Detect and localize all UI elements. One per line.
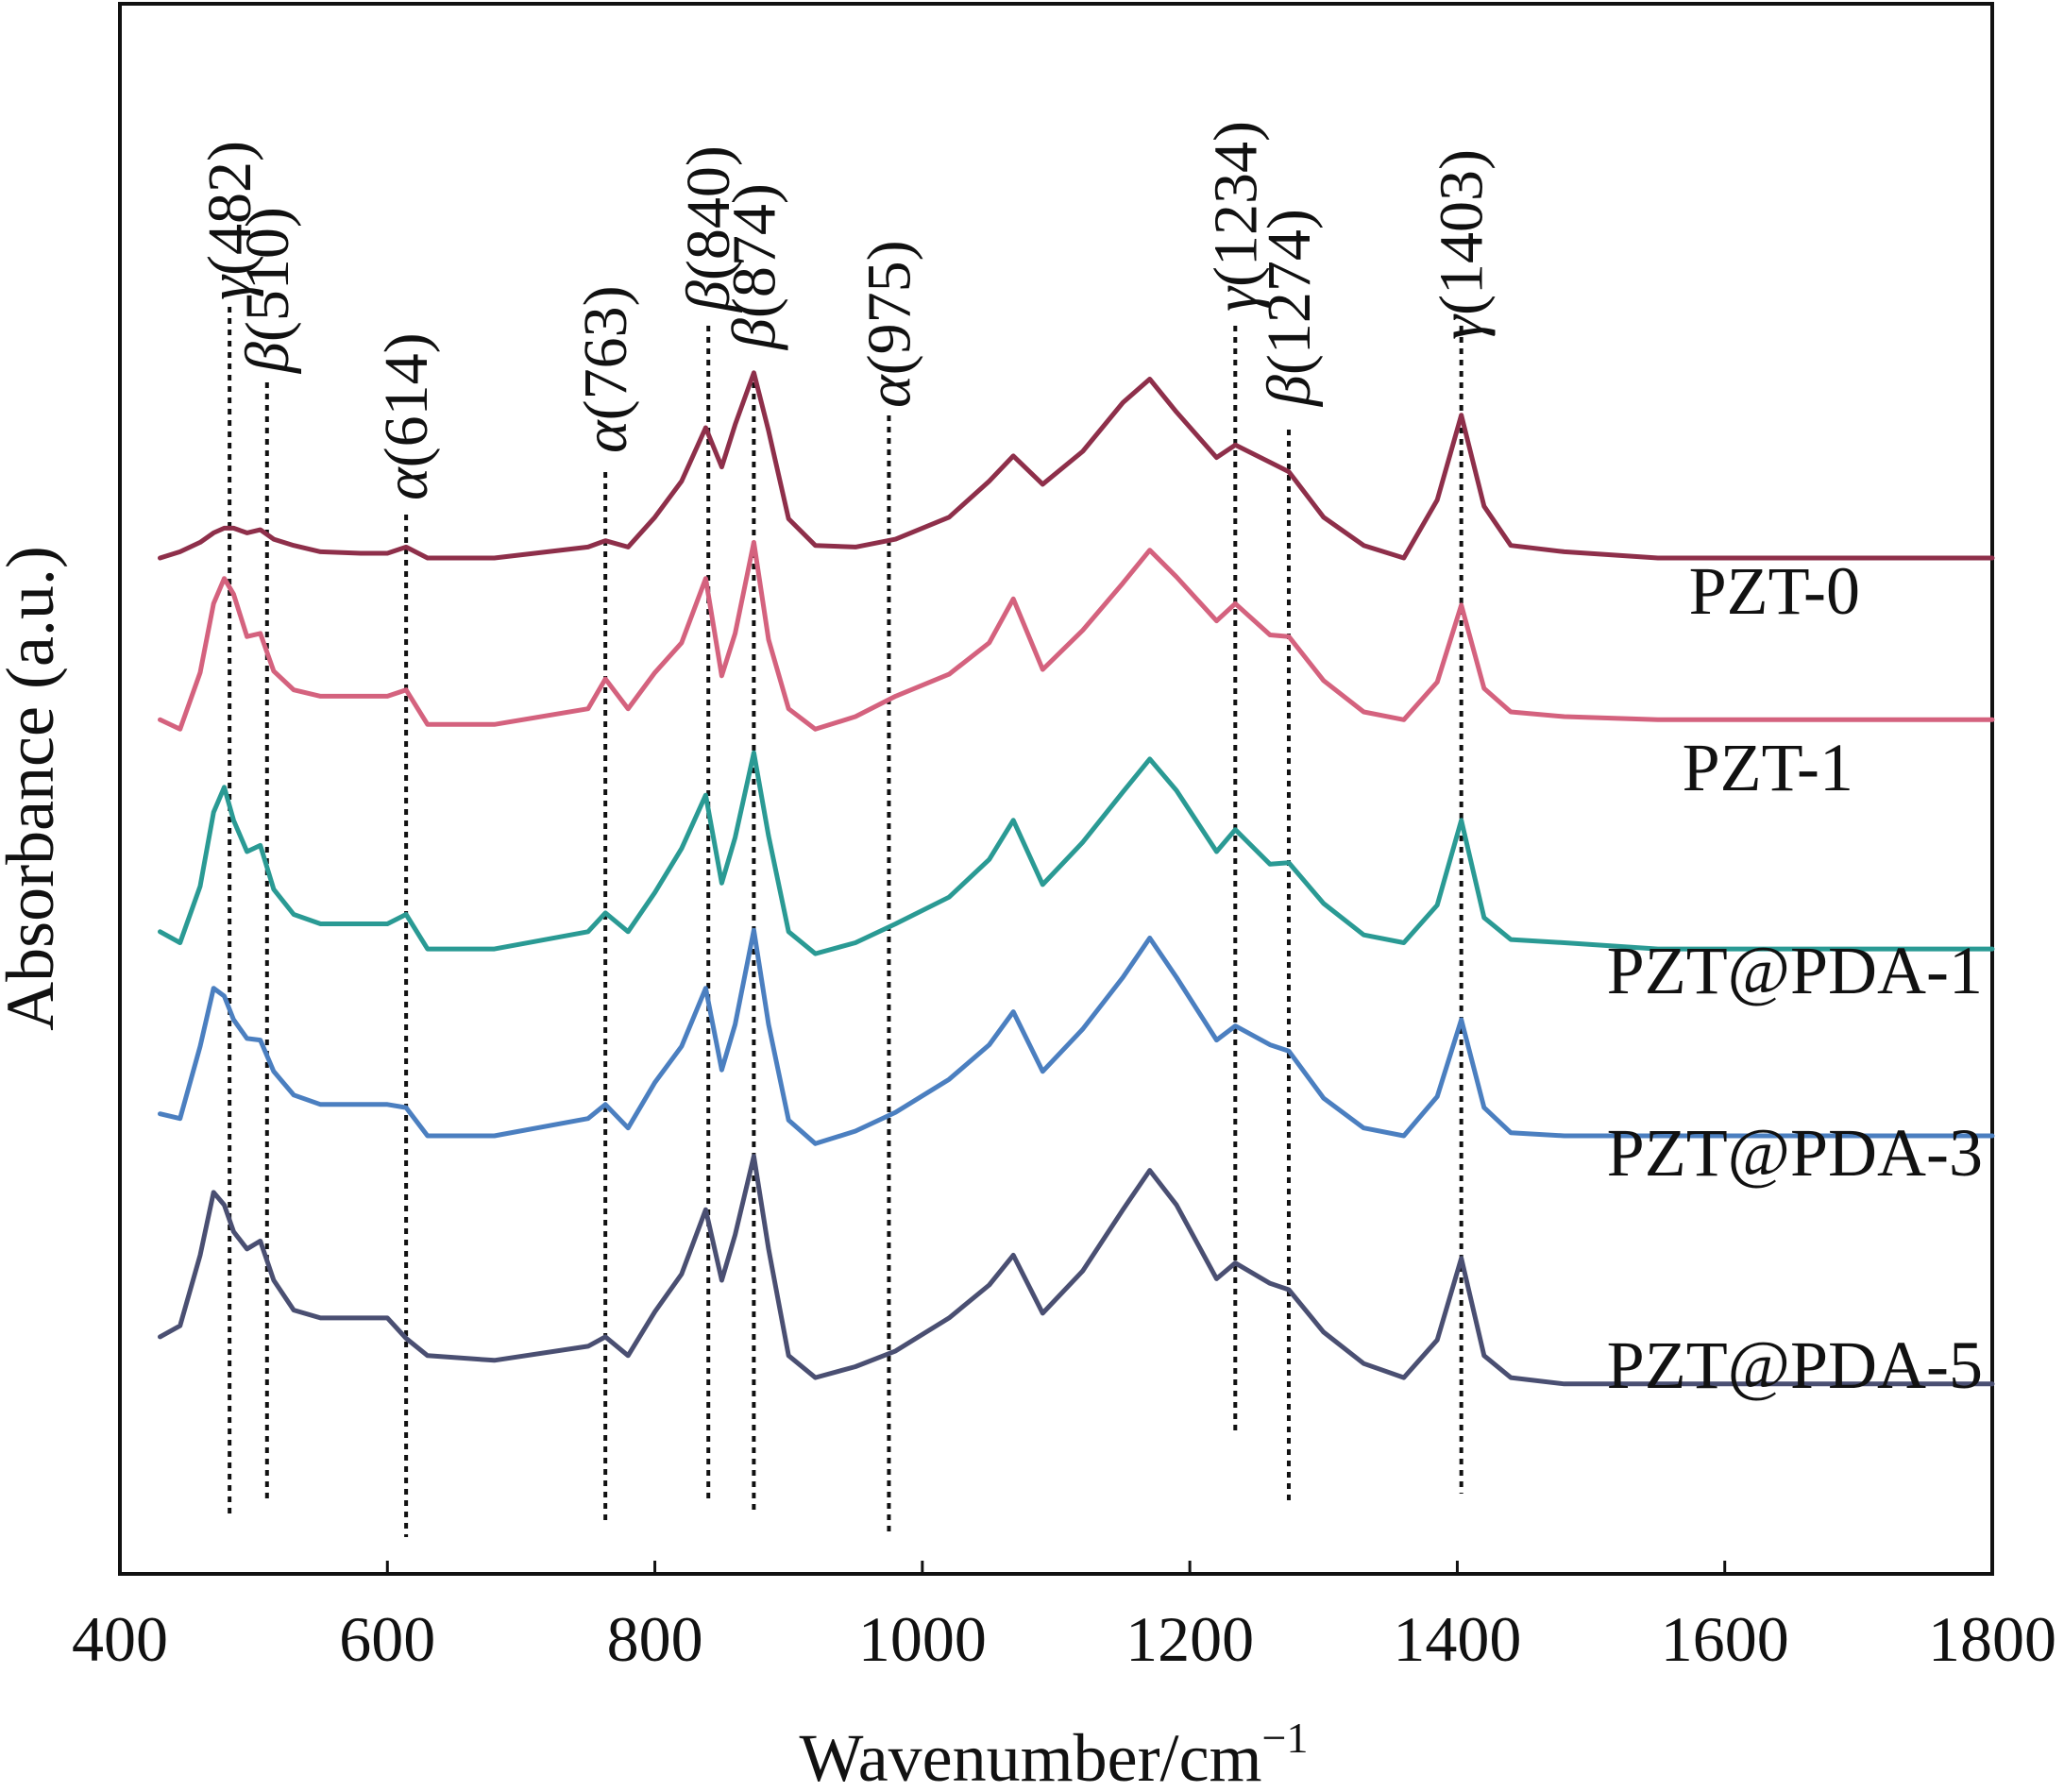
x-tick-label: 1000 <box>858 1603 987 1675</box>
peak-wavenumber: (482) <box>195 141 264 276</box>
series-label: PZT@PDA-5 <box>1607 1327 1983 1403</box>
peak-phase-symbol: β <box>674 280 743 313</box>
y-axis-title: Absorbance (a.u.) <box>0 546 68 1031</box>
x-tick-label: 400 <box>72 1603 168 1675</box>
x-axis-title: Wavenumber/cm−1 <box>800 1714 1309 1792</box>
peak-label: β(840) <box>674 145 743 313</box>
peak-phase-symbol: γ <box>1428 313 1497 340</box>
peak-label: α(975) <box>854 240 923 408</box>
series-line <box>158 927 1995 1146</box>
x-axis: 400 600 800 1000 1200 1400 1600 1800 <box>72 1561 2056 1675</box>
series-labels: PZT-0 PZT-1 PZT@PDA-1 PZT@PDA-3 PZT@PDA-5 <box>1607 553 1983 1403</box>
peak-label: γ(482) <box>195 141 264 300</box>
peak-phase-symbol: β <box>719 318 788 351</box>
spectra <box>158 370 1995 1387</box>
peak-label: β(1274) <box>1255 209 1324 408</box>
x-axis-title-text: Wavenumber/cm <box>800 1720 1262 1792</box>
x-tick-label: 1600 <box>1661 1603 1789 1675</box>
x-tick-label: 1800 <box>1928 1603 2056 1675</box>
peak-wavenumber: (874) <box>719 183 788 318</box>
x-tick-label: 1400 <box>1393 1603 1521 1675</box>
peak-phase-symbol: β <box>1255 375 1324 408</box>
peak-label: γ(1234) <box>1201 121 1270 312</box>
peak-wavenumber: (1234) <box>1201 121 1270 287</box>
series-label: PZT@PDA-3 <box>1607 1115 1983 1191</box>
series-label: PZT@PDA-1 <box>1607 933 1983 1008</box>
peak-labels: γ(482)β(510)α(614) α(763) β(840)β(874)α(97… <box>195 121 1497 500</box>
peak-wavenumber: (1274) <box>1255 209 1324 375</box>
peak-wavenumber: (1403) <box>1428 149 1497 315</box>
x-tick-label: 800 <box>607 1603 703 1675</box>
peak-label: α(763) <box>571 285 640 453</box>
series-label: PZT-0 <box>1689 553 1860 629</box>
peak-label: β(874) <box>719 183 788 351</box>
peak-wavenumber: (510) <box>233 207 302 342</box>
x-axis-title-sup: −1 <box>1262 1714 1309 1762</box>
series-line <box>158 370 1995 561</box>
peak-phase-symbol: γ <box>1201 285 1270 312</box>
peak-marker-lines <box>228 307 1463 1537</box>
peak-wavenumber: (763) <box>571 285 640 420</box>
series-line <box>158 1154 1995 1387</box>
series-label: PZT-1 <box>1683 730 1853 805</box>
peak-label: α(614) <box>372 332 441 500</box>
series-line <box>158 750 1995 956</box>
x-tick-label: 600 <box>339 1603 435 1675</box>
peak-label: γ(1403) <box>1428 149 1497 340</box>
peak-phase-symbol: α <box>854 374 923 408</box>
series-line <box>158 539 1995 732</box>
peak-wavenumber: (840) <box>674 145 743 280</box>
peak-wavenumber: (975) <box>854 240 923 375</box>
peak-label: β(510) <box>233 207 302 375</box>
plot-frame <box>118 2 1994 1576</box>
peak-wavenumber: (614) <box>372 332 441 467</box>
peak-phase-symbol: γ <box>195 274 264 300</box>
peak-phase-symbol: α <box>372 466 441 500</box>
peak-phase-symbol: β <box>233 342 302 375</box>
peak-phase-symbol: α <box>571 419 640 453</box>
x-tick-label: 1200 <box>1125 1603 1254 1675</box>
